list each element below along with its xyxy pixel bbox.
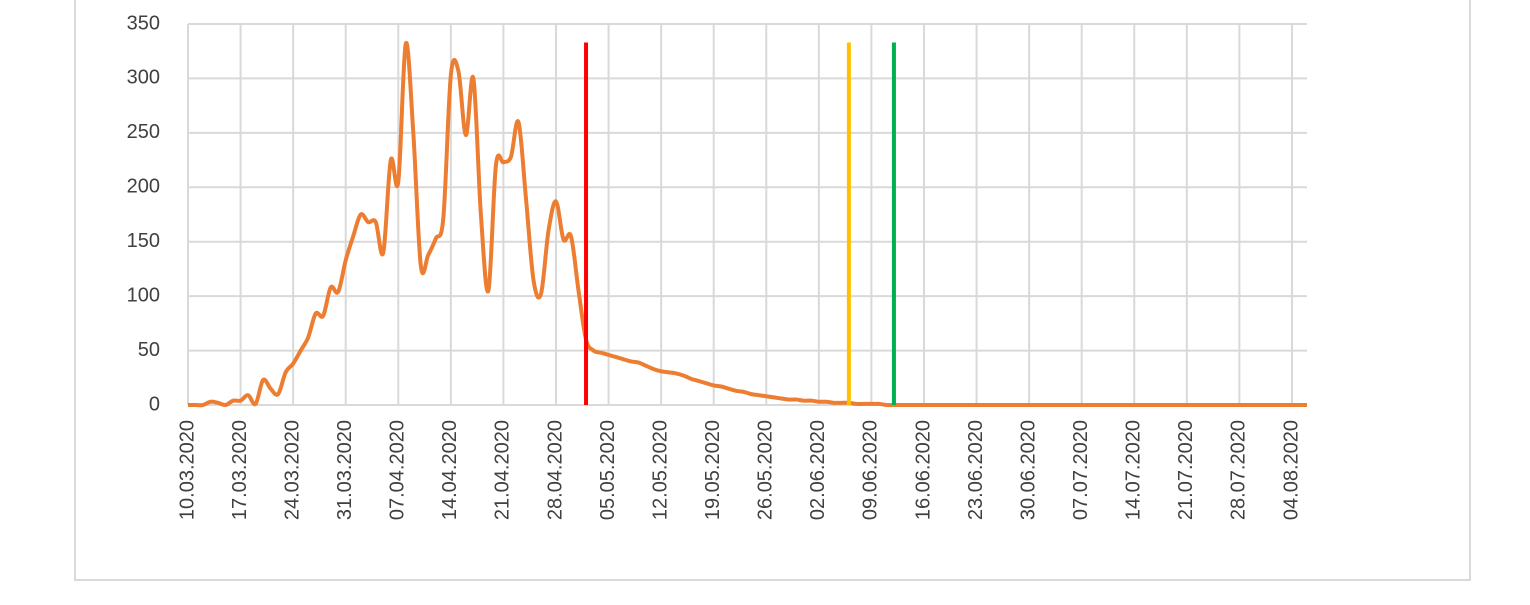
x-tick-label: 14.07.2020 [1123,420,1145,520]
x-tick-label: 17.03.2020 [229,420,251,520]
y-tick-label: 0 [149,393,160,415]
x-tick-label: 02.06.2020 [807,420,829,520]
x-tick-label: 30.06.2020 [1017,420,1039,520]
x-tick-label: 26.05.2020 [755,420,777,520]
x-tick-label: 12.05.2020 [649,420,671,520]
y-tick-label: 300 [127,67,160,89]
chart-frame [74,0,1471,581]
x-tick-label: 23.06.2020 [965,420,987,520]
x-tick-label: 28.04.2020 [544,420,566,520]
x-tick-label: 31.03.2020 [334,420,356,520]
x-tick-label: 04.08.2020 [1280,420,1302,520]
x-tick-label: 21.04.2020 [492,420,514,520]
y-tick-label: 350 [127,12,160,34]
x-tick-label: 16.06.2020 [912,420,934,520]
x-tick-label: 09.06.2020 [860,420,882,520]
x-tick-label: 28.07.2020 [1228,420,1250,520]
y-tick-label: 200 [127,176,160,198]
x-tick-label: 24.03.2020 [281,420,303,520]
data-line [188,40,1307,408]
x-tick-label: 07.07.2020 [1070,420,1092,520]
x-tick-label: 14.04.2020 [439,420,461,520]
y-tick-label: 150 [127,230,160,252]
x-tick-label: 10.03.2020 [176,420,198,520]
x-tick-label: 19.05.2020 [702,420,724,520]
y-tick-label: 50 [138,339,160,361]
x-tick-label: 05.05.2020 [597,420,619,520]
x-tick-label: 21.07.2020 [1175,420,1197,520]
y-tick-label: 100 [127,284,160,306]
y-tick-label: 250 [127,121,160,143]
x-tick-label: 07.04.2020 [387,420,409,520]
